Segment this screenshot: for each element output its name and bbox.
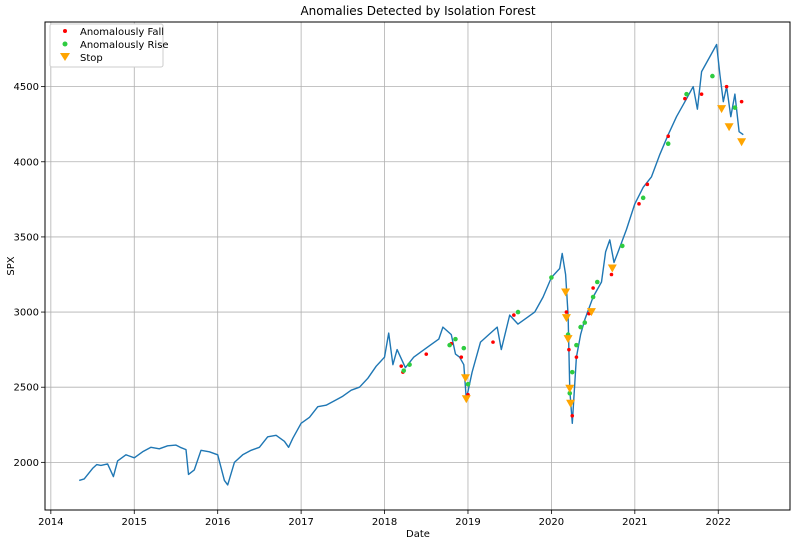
rise-point (465, 381, 471, 387)
chart-title: Anomalies Detected by Isolation Forest (300, 4, 535, 18)
stop-marker (565, 384, 575, 393)
fall-point (424, 352, 429, 356)
stop-marker (586, 308, 596, 317)
fall-point (683, 96, 687, 101)
x-axis: 2014 2015 2016 2017 2018 2019 2020 2021 2022 (38, 510, 731, 528)
fall-point (739, 99, 744, 104)
legend-fall-label: Anomalously Fall (80, 27, 164, 38)
fall-point (637, 202, 641, 206)
fall-point (567, 347, 571, 352)
rise-point (574, 342, 579, 348)
stop-marker (460, 374, 470, 383)
rise-point (567, 390, 573, 396)
rise-point (710, 73, 715, 79)
x-tick-label: 2017 (288, 517, 313, 528)
stop-marker (737, 138, 747, 147)
plot-area (78, 43, 747, 486)
stop-marker (561, 314, 571, 323)
legend-stop-label: Stop (80, 53, 103, 64)
x-tick-label: 2016 (205, 517, 230, 528)
y-tick-label: 2000 (14, 458, 39, 469)
legend-box (49, 23, 164, 68)
rise-point (453, 336, 458, 342)
grid (45, 22, 790, 510)
rise-point (620, 243, 625, 249)
fall-point (699, 92, 704, 96)
y-tick-label: 3000 (14, 308, 39, 319)
fall-point (491, 340, 495, 344)
x-tick-label: 2018 (372, 517, 397, 528)
stop-marker (566, 399, 576, 408)
y-axis: 2000 2500 3000 3500 4000 4500 (14, 82, 45, 469)
rise-point (461, 345, 467, 351)
legend-rise-marker (62, 41, 68, 47)
fall-point (512, 313, 516, 317)
rise-point (732, 105, 738, 110)
rise-point (582, 320, 588, 325)
stop-marker (717, 105, 727, 114)
rise-point (684, 91, 689, 97)
stop-marker (563, 335, 573, 344)
legend-stop-marker (60, 53, 70, 61)
fall-point (399, 364, 404, 368)
stop-marker (461, 395, 471, 404)
y-tick-label: 4500 (14, 82, 39, 93)
rise-point (590, 294, 596, 300)
x-tick-label: 2020 (539, 517, 564, 528)
stop-marker (724, 123, 734, 132)
rise-point (594, 279, 600, 285)
rise-point (665, 141, 671, 147)
legend: Anomalously Fall Anomalously Rise Stop (49, 23, 169, 68)
rise-point (569, 369, 575, 375)
fall-point (570, 413, 575, 418)
y-tick-label: 3500 (14, 232, 39, 243)
fall-point (564, 310, 569, 314)
stop-marker (561, 288, 571, 297)
rise-point (515, 309, 521, 315)
rise-point (407, 362, 412, 367)
y-tick-label: 4000 (14, 157, 39, 168)
legend-fall-marker (63, 29, 67, 33)
rise-point (640, 195, 646, 201)
plot-frame (44, 21, 791, 511)
fall-point (666, 134, 670, 139)
spx-price-line (78, 43, 744, 486)
x-tick-label: 2021 (622, 517, 647, 528)
x-tick-label: 2019 (455, 517, 480, 528)
fall-point (609, 272, 614, 277)
rise-point (401, 368, 407, 373)
fall-point (645, 182, 650, 187)
rise-point (578, 324, 583, 330)
y-axis-label: SPX (6, 256, 17, 275)
x-tick-label: 2014 (38, 517, 63, 528)
rise-point (447, 342, 452, 348)
y-tick-label: 2500 (14, 383, 39, 394)
fall-point (724, 84, 729, 89)
fall-point (459, 355, 464, 359)
x-tick-label: 2022 (706, 517, 731, 528)
stop-marker (607, 264, 617, 273)
x-axis-label: Date (406, 529, 430, 540)
fall-point (591, 286, 595, 290)
rise-point (549, 275, 554, 280)
fall-point (574, 355, 579, 359)
legend-rise-label: Anomalously Rise (80, 40, 169, 51)
x-tick-label: 2015 (122, 517, 147, 528)
